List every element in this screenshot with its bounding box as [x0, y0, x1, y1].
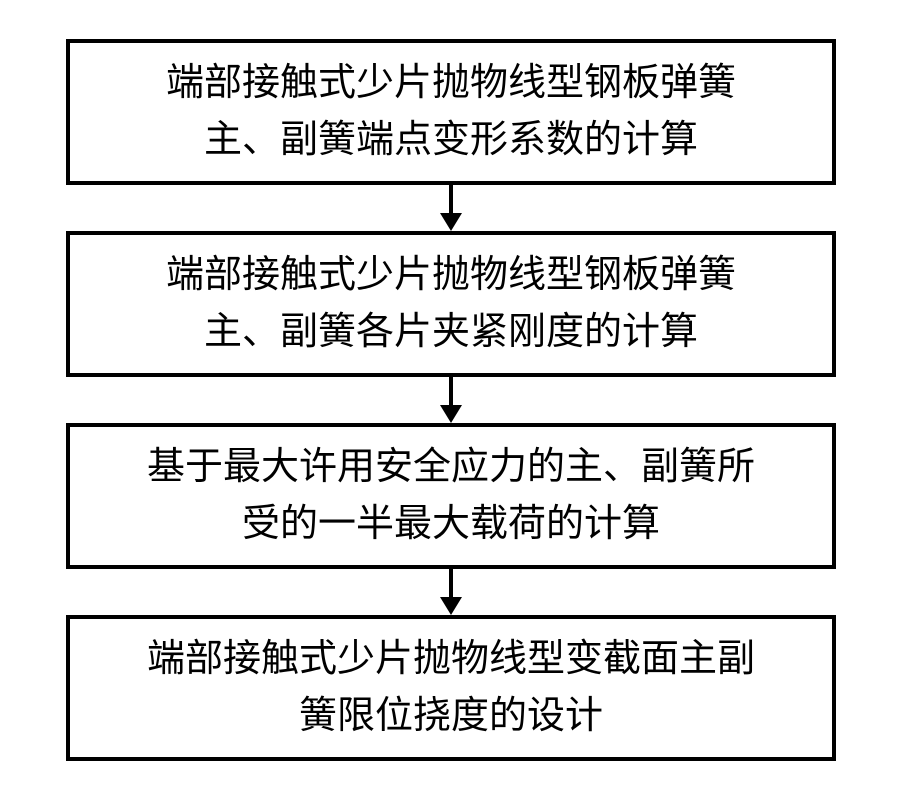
- arrow-head-icon: [440, 405, 462, 423]
- node-text-line: 基于最大许用安全应力的主、副簧所: [90, 439, 812, 496]
- flowchart-arrow: [440, 377, 462, 423]
- node-text-line: 簧限位挠度的设计: [90, 688, 812, 745]
- flowchart-node-3: 基于最大许用安全应力的主、副簧所 受的一半最大载荷的计算: [66, 423, 836, 569]
- node-text-line: 端部接触式少片抛物线型钢板弹簧: [90, 247, 812, 304]
- arrow-line: [449, 569, 453, 597]
- flowchart-node-2: 端部接触式少片抛物线型钢板弹簧 主、副簧各片夹紧刚度的计算: [66, 231, 836, 377]
- arrow-line: [449, 377, 453, 405]
- flowchart-container: 端部接触式少片抛物线型钢板弹簧 主、副簧端点变形系数的计算 端部接触式少片抛物线…: [66, 39, 836, 761]
- arrow-line: [449, 185, 453, 213]
- node-text-line: 主、副簧端点变形系数的计算: [90, 112, 812, 169]
- arrow-head-icon: [440, 597, 462, 615]
- flowchart-arrow: [440, 185, 462, 231]
- node-text-line: 受的一半最大载荷的计算: [90, 496, 812, 553]
- arrow-head-icon: [440, 213, 462, 231]
- node-text-line: 端部接触式少片抛物线型变截面主副: [90, 631, 812, 688]
- flowchart-arrow: [440, 569, 462, 615]
- flowchart-node-1: 端部接触式少片抛物线型钢板弹簧 主、副簧端点变形系数的计算: [66, 39, 836, 185]
- node-text-line: 端部接触式少片抛物线型钢板弹簧: [90, 55, 812, 112]
- flowchart-node-4: 端部接触式少片抛物线型变截面主副 簧限位挠度的设计: [66, 615, 836, 761]
- node-text-line: 主、副簧各片夹紧刚度的计算: [90, 304, 812, 361]
